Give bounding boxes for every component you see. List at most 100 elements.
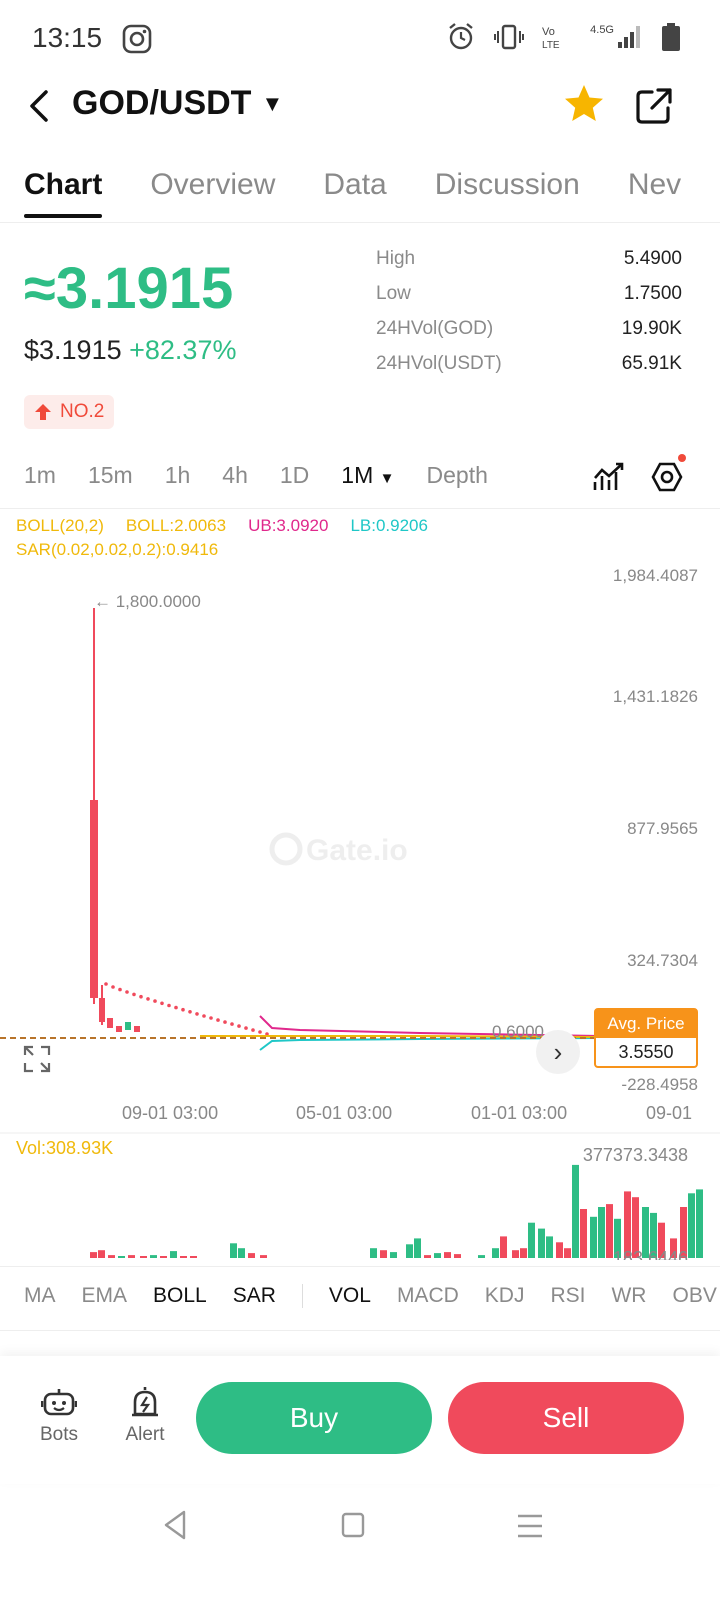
ind-tab-kdj[interactable]: KDJ [484,1284,525,1307]
volume-bar [614,1218,621,1258]
volume-bar [696,1189,703,1258]
kline-chart[interactable]: 1,984.4087 1,431.1826 877.9565 324.7304 … [0,560,720,1260]
stat-value: 65.91K [621,353,682,374]
ind-tab-sar[interactable]: SAR [232,1284,276,1307]
stat-label: 24HVol(USDT) [376,353,502,374]
sar-dot [132,992,136,997]
volume-bar [414,1238,421,1258]
y-tick-label: 324.7304 [627,951,698,970]
stat-label: High [376,248,416,269]
volume-bar [238,1248,245,1258]
volume-bar [528,1222,535,1258]
sar-dots [104,982,269,1036]
tab-chart[interactable]: Chart [24,168,103,218]
sar-legend: SAR(0.02,0.02,0.2):0.9416 [16,540,219,559]
tab-divider [0,222,720,223]
volume-bar [642,1207,649,1258]
share-icon[interactable] [632,84,676,128]
sar-dot [209,1016,213,1020]
svg-text:LTE: LTE [542,40,560,51]
alert-label: Alert [125,1424,165,1445]
nav-back-icon[interactable] [160,1508,190,1542]
interval-1h[interactable]: 1h [164,462,191,488]
ind-tab-ema[interactable]: EMA [81,1284,128,1307]
volume-bar [580,1209,587,1258]
volume-bar [564,1248,571,1258]
tab-data[interactable]: Data [323,168,387,201]
sar-dot [181,1007,185,1012]
back-arrow-icon[interactable] [22,86,62,126]
ind-tab-wr[interactable]: WR [611,1284,647,1307]
x-tick-label: 09-01 [646,1103,692,1123]
volume-bar [520,1248,527,1258]
scroll-latest-button[interactable]: › [536,1030,580,1074]
tab-news[interactable]: Nev [627,168,682,201]
rank-label: NO.2 [60,401,105,422]
watermark-text: Gate.io [306,834,408,867]
nav-home-icon[interactable] [340,1510,366,1540]
ind-tab-obv[interactable]: OBV [672,1284,717,1307]
interval-15m[interactable]: 15m [87,462,133,488]
sar-dot [139,994,143,999]
avg-price-title: Avg. Price [596,1010,696,1038]
buy-button[interactable]: Buy [196,1382,432,1454]
tab-discussion[interactable]: Discussion [434,168,580,201]
volte-icon: Vo LTE [542,26,560,51]
y-tick-label: 877.9565 [627,819,698,838]
signal-icon [618,26,640,48]
interval-1M[interactable]: 1M ▼ [341,462,394,489]
interval-4h[interactable]: 4h [222,462,248,488]
settings-hex-icon[interactable] [650,460,684,494]
ind-tab-boll[interactable]: BOLL [153,1284,207,1307]
interval-bar: 1m 15m 1h 4h 1D 1M ▼ Depth [24,462,488,489]
rank-badge[interactable]: NO.2 [24,395,115,429]
bots-button[interactable]: Bots [24,1386,94,1446]
volume-bar [150,1255,157,1258]
volume-bar [680,1207,687,1258]
boll-legend: BOLL(20,2) BOLL:2.0063 UB:3.0920 LB:0.92… [16,516,428,536]
volume-bar [118,1256,125,1258]
boll-ub: UB:3.0920 [248,516,329,535]
alert-button[interactable]: Alert [110,1386,180,1446]
caret-down-icon: ▼ [379,470,395,487]
fullscreen-expand-icon[interactable] [22,1044,52,1074]
ind-tab-macd[interactable]: MACD [396,1284,459,1307]
stat-low: Low 1.7500 [376,283,682,318]
candle-body [134,1026,140,1032]
interval-1d[interactable]: 1D [279,462,310,488]
sar-dot [118,987,122,992]
boll-params: BOLL(20,2) [16,516,104,535]
boll-value: BOLL:2.0063 [125,516,227,535]
tab-overview[interactable]: Overview [150,168,276,201]
ind-tab-vol[interactable]: VOL [328,1284,371,1307]
sar-dot [265,1032,269,1036]
interval-1m[interactable]: 1m [24,462,56,488]
favorite-star-icon[interactable] [562,82,606,126]
sell-button[interactable]: Sell [448,1382,684,1454]
ind-tab-rsi[interactable]: RSI [550,1284,586,1307]
indicator-chart-icon[interactable] [592,460,626,494]
volume-bar [380,1250,387,1258]
sar-dot [237,1024,241,1028]
volume-bar [190,1256,197,1258]
ind-tab-ma[interactable]: MA [24,1284,56,1307]
sar-dot [174,1005,178,1010]
volume-bar [98,1250,105,1258]
interval-1M-label: 1M [341,462,374,488]
usd-price-line: $3.1915 +82.37% [24,335,236,366]
status-time: 13:15 [32,22,103,53]
nav-menu-icon[interactable] [516,1512,544,1540]
sar-dot [167,1003,171,1008]
last-price: ≈3.1915 [24,256,234,321]
y-tick-label: -228.4958 [621,1075,698,1094]
stat-label: 24HVol(GOD) [376,318,494,339]
sar-dot [244,1026,248,1030]
interval-depth[interactable]: Depth [426,462,488,488]
pair-selector[interactable]: GOD/USDT ▼ [72,84,283,123]
volume-bar [624,1191,631,1258]
bots-label: Bots [39,1424,79,1445]
sar-dot [202,1014,206,1018]
status-icons: Vo LTE 4.5G [446,22,680,52]
volume-bar [546,1236,553,1258]
volume-bar [590,1216,597,1258]
